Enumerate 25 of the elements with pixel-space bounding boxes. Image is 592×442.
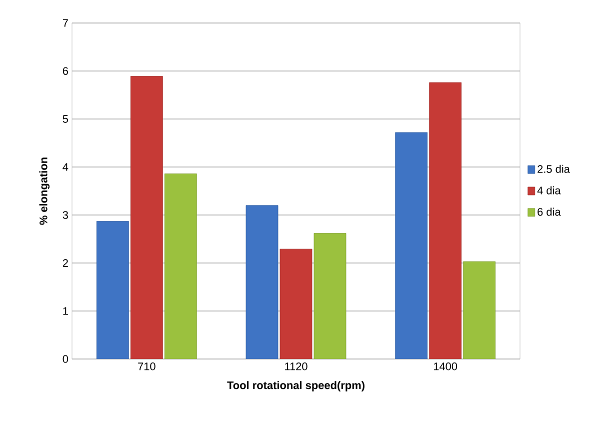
y-tick-label: 7 — [62, 19, 68, 27]
bar — [130, 76, 163, 359]
y-tick-label: 5 — [62, 115, 68, 123]
y-tick-label: 1 — [63, 307, 68, 315]
legend-label: 2.5 dia — [538, 164, 570, 173]
bar — [395, 132, 428, 359]
legend-label: 4 dia — [537, 186, 561, 194]
x-axis-title: Tool rotational speed(rpm) — [227, 381, 364, 392]
y-tick-label: 2 — [62, 259, 68, 267]
y-tick-label: 3 — [62, 211, 68, 219]
y-tick-label: 6 — [62, 67, 68, 75]
bar — [280, 248, 312, 359]
legend-label: 6 dia — [538, 208, 561, 216]
y-tick-label: 4 — [62, 163, 68, 171]
y-axis-title: % elongation — [39, 158, 50, 225]
bar — [463, 261, 496, 359]
bar — [246, 205, 278, 359]
bar — [164, 174, 197, 359]
bar — [429, 82, 462, 359]
y-tick-label: 0 — [62, 355, 68, 363]
bar — [96, 221, 129, 359]
bar — [314, 233, 346, 359]
x-tick-label: 1120 — [285, 362, 308, 370]
x-tick-label: 1400 — [434, 362, 458, 370]
x-tick-label: 710 — [138, 362, 156, 370]
